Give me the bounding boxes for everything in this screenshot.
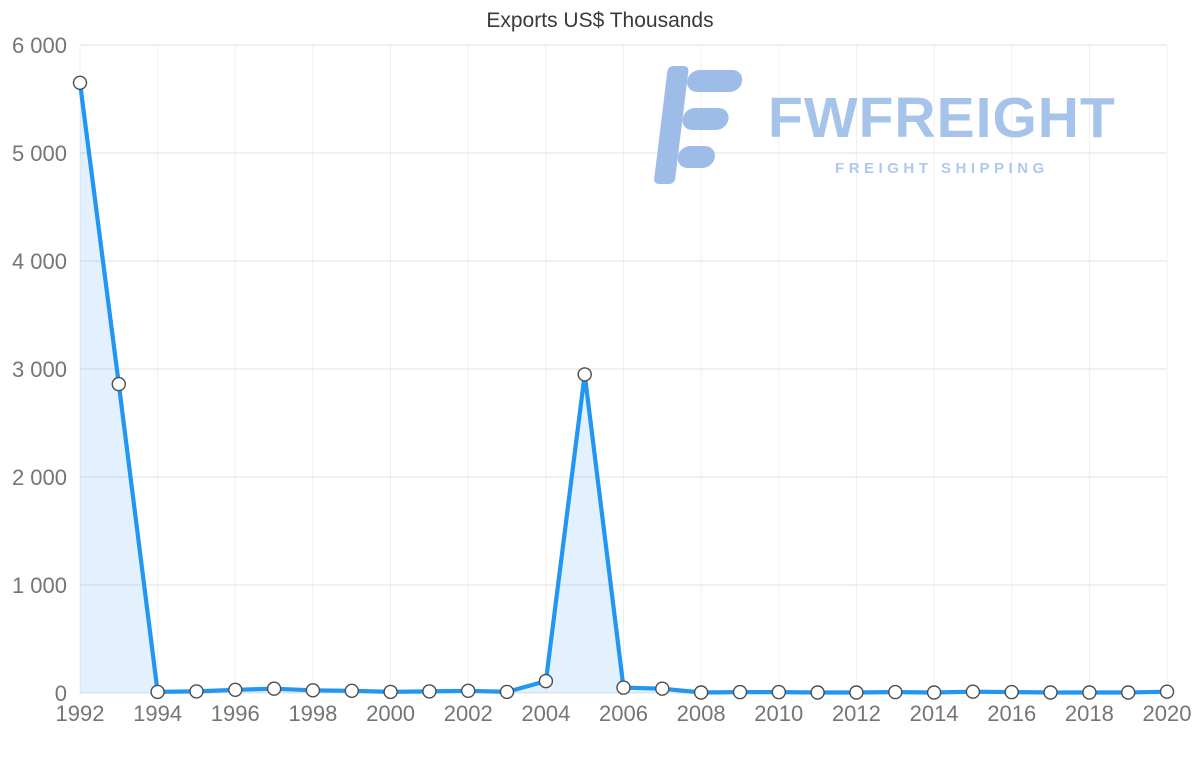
x-axis-label: 1994 xyxy=(133,701,182,726)
x-axis-label: 2012 xyxy=(832,701,881,726)
y-axis-label: 2 000 xyxy=(12,465,67,490)
x-axis-label: 2002 xyxy=(444,701,493,726)
x-axis-label: 1992 xyxy=(56,701,105,726)
x-axis-label: 1998 xyxy=(288,701,337,726)
data-point-marker[interactable] xyxy=(228,682,243,697)
axis-layer: 0 1 000 2 000 3 000 4 000 5 000 6 000 1992 1994 1… xyxy=(12,33,1192,726)
data-point-marker[interactable] xyxy=(1120,685,1136,700)
data-point-marker[interactable] xyxy=(849,685,864,700)
data-point-marker[interactable] xyxy=(1004,684,1019,700)
data-point-marker[interactable] xyxy=(538,673,554,689)
x-axis-label: 2016 xyxy=(987,701,1036,726)
y-axis-label: 5 000 xyxy=(12,141,67,166)
data-point-marker[interactable] xyxy=(926,685,942,700)
data-point-marker[interactable] xyxy=(1159,684,1175,699)
data-point-marker[interactable] xyxy=(266,681,282,696)
data-point-marker[interactable] xyxy=(888,684,903,700)
data-point-marker[interactable] xyxy=(771,684,786,700)
data-point-marker[interactable] xyxy=(305,683,321,698)
x-axis-label: 2008 xyxy=(677,701,726,726)
series-layer xyxy=(72,75,1175,700)
y-axis-label: 1 000 xyxy=(12,573,67,598)
x-axis-label: 2020 xyxy=(1143,701,1192,726)
x-axis-label: 2018 xyxy=(1065,701,1114,726)
data-point-marker[interactable] xyxy=(616,680,631,695)
data-point-marker[interactable] xyxy=(189,684,204,699)
grid-layer xyxy=(79,44,1168,694)
y-axis-label: 3 000 xyxy=(12,357,67,382)
data-point-marker[interactable] xyxy=(111,376,127,392)
data-point-marker[interactable] xyxy=(732,684,748,700)
data-point-marker[interactable] xyxy=(422,684,437,699)
x-axis-label: 2004 xyxy=(521,701,570,726)
x-axis-label: 1996 xyxy=(211,701,260,726)
data-point-marker[interactable] xyxy=(577,367,592,382)
y-axis-label: 4 000 xyxy=(12,249,67,274)
x-axis-label: 2006 xyxy=(599,701,648,726)
data-point-marker[interactable] xyxy=(72,75,88,91)
data-point-marker[interactable] xyxy=(693,685,709,700)
data-point-marker[interactable] xyxy=(965,684,981,699)
y-axis-label: 6 000 xyxy=(12,33,67,58)
data-point-marker[interactable] xyxy=(344,683,359,698)
data-point-marker[interactable] xyxy=(1082,685,1097,700)
data-point-marker[interactable] xyxy=(499,684,515,700)
data-point-marker[interactable] xyxy=(150,684,165,700)
x-axis-label: 2014 xyxy=(910,701,959,726)
data-point-marker[interactable] xyxy=(810,685,825,700)
chart-title: Exports US$ Thousands xyxy=(486,9,714,32)
data-point-marker[interactable] xyxy=(383,684,398,700)
y-axis-label: 0 xyxy=(55,681,67,706)
x-axis-label: 2010 xyxy=(754,701,803,726)
data-point-marker[interactable] xyxy=(461,683,476,698)
x-axis-label: 2000 xyxy=(366,701,415,726)
data-point-marker[interactable] xyxy=(655,681,670,696)
data-point-marker[interactable] xyxy=(1043,685,1058,700)
